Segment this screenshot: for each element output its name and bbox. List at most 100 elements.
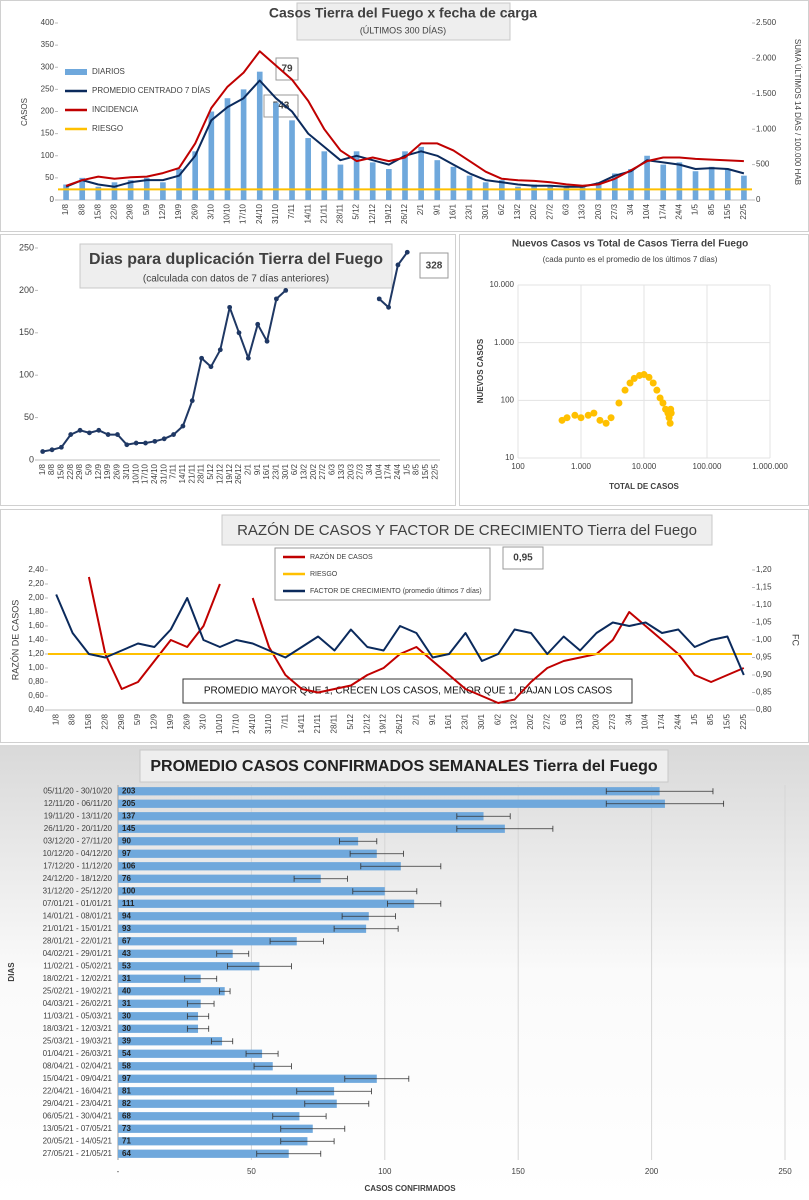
y-tick-label: 0 <box>50 195 55 204</box>
value-label: 76 <box>122 874 131 883</box>
x-tick-label: 15/8 <box>56 463 65 479</box>
x-tick-label: 16/1 <box>449 203 458 219</box>
x-tick-label: 24/4 <box>393 463 402 479</box>
error-bar <box>344 1075 410 1082</box>
error-bar <box>256 1150 322 1157</box>
error-bar <box>226 963 292 970</box>
bar <box>118 974 201 983</box>
bar <box>95 186 102 200</box>
x-tick-label: 9/1 <box>428 713 437 725</box>
x-tick-label: 26/9 <box>182 713 191 729</box>
bar <box>418 146 424 200</box>
y2-tick-label: 1.500 <box>756 89 777 98</box>
annotation: 543 <box>273 101 290 112</box>
bar <box>118 1137 308 1146</box>
y-tick-label: 0,60 <box>28 691 44 700</box>
value-label: 30 <box>122 1024 131 1033</box>
category-label: 11/03/21 - 05/03/21 <box>43 1011 112 1020</box>
y-tick-label: 2,00 <box>28 593 44 602</box>
x-tick-label: 31/10 <box>159 463 168 484</box>
category-label: 27/05/21 - 21/05/21 <box>43 1149 113 1158</box>
bar <box>369 162 376 200</box>
marker <box>40 449 46 454</box>
x-tick-label: 8/8 <box>47 463 56 475</box>
x-tick-label: 6/3 <box>328 463 337 475</box>
x-tick-label: 22/5 <box>739 713 748 729</box>
x-tick-label: 6/2 <box>290 463 299 475</box>
x-tick-label: 30/1 <box>477 713 486 729</box>
x-tick-label: 1/5 <box>691 203 700 215</box>
bar <box>118 924 367 933</box>
bar <box>118 1149 289 1158</box>
category-label: 15/04/21 - 09/04/21 <box>43 1074 113 1083</box>
x-tick-label: 10/10 <box>215 713 224 734</box>
value-label: 58 <box>122 1061 131 1070</box>
x-tick-label: 10/10 <box>131 463 140 484</box>
chart-subtitle: (ÚLTIMOS 300 DÍAS) <box>360 25 446 35</box>
x-tick-label: 10/4 <box>642 203 651 219</box>
annotation-box <box>275 57 299 81</box>
marker <box>217 347 223 353</box>
error-bar <box>360 863 442 870</box>
y-tick-label: 250 <box>19 242 34 252</box>
bar <box>353 151 360 200</box>
bar <box>118 837 359 846</box>
error-bar <box>186 1013 210 1020</box>
x-tick-label: 3/4 <box>365 463 374 475</box>
marker <box>404 249 410 255</box>
y2-tick-label: 1,15 <box>756 583 772 592</box>
y-tick-label: 10 <box>505 453 514 462</box>
value-label: 90 <box>122 836 131 845</box>
category-label: 10/12/20 - 04/12/20 <box>43 849 113 858</box>
category-label: 17/12/20 - 11/12/20 <box>43 861 112 870</box>
x-tick-label: 29/8 <box>117 713 126 729</box>
category-label: 04/02/21 - 29/01/21 <box>43 949 113 958</box>
x-tick-label: 3/10 <box>199 713 208 729</box>
x-tick-label: 15/8 <box>93 203 102 219</box>
error-bar <box>605 788 714 795</box>
error-bar <box>186 1025 210 1032</box>
y-tick-label: 0 <box>29 454 34 464</box>
error-bar <box>387 900 442 907</box>
x-tick-label: 20/3 <box>346 463 355 479</box>
x-tick-label: 22/5 <box>430 463 439 479</box>
marker <box>124 442 130 448</box>
legend-box <box>274 547 491 601</box>
x-tick-label: 20/3 <box>592 713 601 729</box>
x-tick-label: 5/9 <box>133 713 142 725</box>
x-tick-label: 28/11 <box>330 713 339 733</box>
bar <box>118 887 385 896</box>
marker <box>143 440 148 446</box>
y2-axis-label: FC <box>791 634 801 646</box>
error-bar <box>333 925 399 932</box>
y-tick-label: 150 <box>19 327 34 337</box>
error-bar <box>456 813 511 820</box>
y-axis-label: CASOS <box>20 98 29 126</box>
marker <box>77 427 83 433</box>
x-tick-label: 27/2 <box>318 463 327 479</box>
marker <box>189 398 195 404</box>
x-tick-label: 20/2 <box>309 463 318 479</box>
legend-label: RIESGO <box>310 571 338 578</box>
x-tick-label: 23/1 <box>461 713 470 729</box>
marker <box>264 338 270 344</box>
x-tick-label: 250 <box>778 1167 792 1176</box>
y-tick-label: 350 <box>41 40 55 49</box>
value-label: 43 <box>122 949 131 958</box>
title-box <box>296 2 511 41</box>
value-label: 64 <box>122 1149 131 1158</box>
x-tick-label: 8/8 <box>77 203 86 215</box>
bar <box>531 184 537 200</box>
point <box>653 386 661 394</box>
y2-tick-label: 0 <box>756 195 761 204</box>
value-label: 81 <box>122 1086 131 1095</box>
x-tick-label: 24/10 <box>150 463 159 484</box>
marker <box>171 432 176 437</box>
error-bar <box>605 800 725 807</box>
x-tick-label: 22/5 <box>739 203 748 219</box>
chart-title: Nuevos Casos vs Total de Casos Tierra de… <box>512 239 748 250</box>
y-tick-label: 400 <box>41 18 55 27</box>
category-label: 11/02/21 - 05/02/21 <box>43 961 112 970</box>
y-tick-label: 0,80 <box>28 677 44 686</box>
